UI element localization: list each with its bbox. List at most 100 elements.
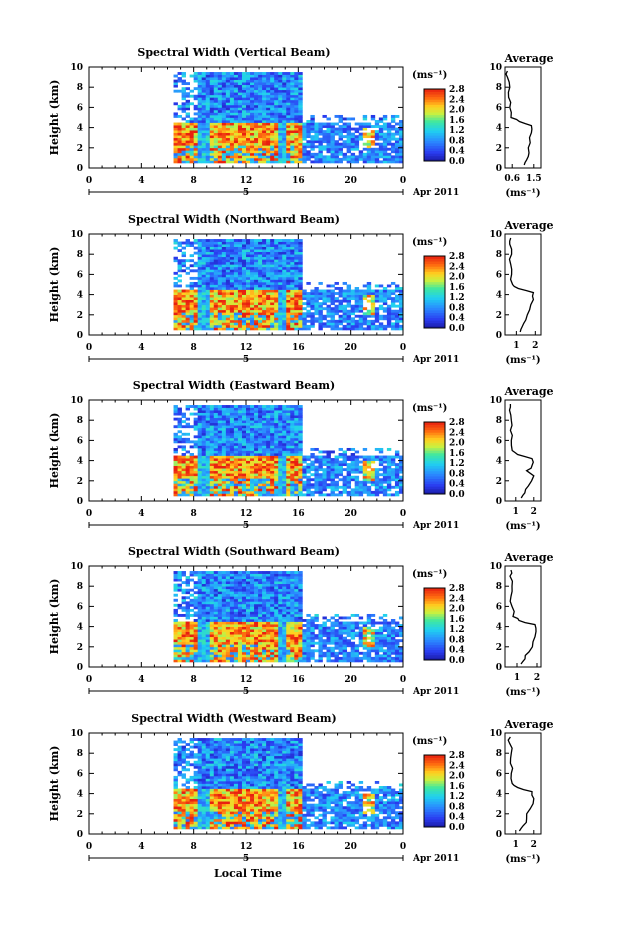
heatmap-cell <box>241 302 247 306</box>
heatmap-cell <box>294 297 299 301</box>
heatmap-cell <box>181 573 186 577</box>
heatmap-cell <box>193 573 199 577</box>
heatmap-cell <box>290 425 295 429</box>
heatmap-cell <box>318 302 323 306</box>
heatmap-cell <box>398 160 404 164</box>
heatmap-cell <box>209 109 215 113</box>
colorbar-tick-label: 2.4 <box>449 95 465 105</box>
heatmap-cell <box>250 259 255 263</box>
heatmap-cell <box>173 598 178 602</box>
average-y-tick-label: 10 <box>489 63 502 73</box>
heatmap-cell <box>246 107 251 111</box>
heatmap-cell <box>181 636 186 640</box>
heatmap-cell <box>258 483 263 487</box>
heatmap-cell <box>274 99 279 103</box>
heatmap-cell <box>294 160 299 164</box>
heatmap-cell <box>382 114 388 118</box>
heatmap-cell <box>286 319 291 323</box>
heatmap-cell <box>318 450 323 454</box>
heatmap-cell <box>213 276 219 280</box>
heatmap-cell <box>213 488 219 492</box>
heatmap-cell <box>173 142 178 146</box>
heatmap-cell <box>274 407 279 411</box>
heatmap-cell <box>394 453 400 456</box>
heatmap-cell <box>346 137 352 141</box>
heatmap-cell <box>189 132 195 136</box>
heatmap-cell <box>254 269 259 273</box>
heatmap-cell <box>233 109 239 113</box>
heatmap-cell <box>241 279 247 283</box>
heatmap-cell <box>366 292 372 295</box>
heatmap-cell <box>221 97 227 101</box>
heatmap-cell <box>173 259 178 263</box>
heatmap-cell <box>278 72 283 75</box>
heatmap-cell <box>254 137 259 141</box>
heatmap-cell <box>201 455 207 459</box>
heatmap-cell <box>233 259 239 263</box>
heatmap-cell <box>241 324 247 328</box>
heatmap-cell <box>205 79 211 83</box>
heatmap-cell <box>241 312 247 316</box>
heatmap-cell <box>294 465 299 469</box>
heatmap-cell <box>390 455 396 459</box>
heatmap-cell <box>181 261 186 265</box>
date-label: 5 <box>243 521 249 531</box>
heatmap-cell <box>205 435 211 439</box>
heatmap-cell <box>294 309 299 313</box>
y-tick-label: 0 <box>77 164 83 174</box>
heatmap-cell <box>233 72 239 75</box>
heatmap-cell <box>322 132 327 136</box>
heatmap-cell <box>185 417 190 421</box>
heatmap-cell <box>290 147 295 151</box>
heatmap-cell <box>217 473 223 477</box>
heatmap-cell <box>370 302 376 306</box>
heatmap-cell <box>270 122 275 126</box>
heatmap-cell <box>358 470 364 474</box>
colorbar-swatch <box>424 455 445 459</box>
heatmap-cell <box>189 624 195 627</box>
heatmap-cell <box>193 94 199 98</box>
heatmap-cell <box>217 104 223 108</box>
heatmap-cell <box>266 244 271 247</box>
heatmap-cell <box>189 485 195 489</box>
heatmap-cell <box>205 327 211 331</box>
heatmap-cell <box>322 114 327 118</box>
heatmap-cell <box>338 468 343 472</box>
heatmap-cell <box>282 256 287 260</box>
heatmap-cell <box>286 147 291 151</box>
heatmap-cell <box>374 490 380 494</box>
heatmap-cell <box>181 155 186 159</box>
heatmap-cell <box>334 145 339 149</box>
heatmap-cell <box>225 447 231 451</box>
heatmap-cell <box>258 463 263 467</box>
heatmap-cell <box>201 74 207 78</box>
heatmap-cell <box>217 289 223 293</box>
heatmap-cell <box>241 259 247 263</box>
heatmap-cell <box>294 135 299 139</box>
heatmap-cell <box>270 407 275 411</box>
heatmap-cell <box>370 478 376 482</box>
heatmap-cell <box>189 651 195 655</box>
heatmap-cell <box>318 488 323 492</box>
heatmap-cell <box>258 427 263 431</box>
heatmap-cell <box>282 89 287 93</box>
heatmap-cell <box>306 302 311 306</box>
heatmap-cell <box>282 137 287 141</box>
colorbar-swatch <box>424 107 445 110</box>
heatmap-cell <box>193 327 199 331</box>
heatmap-cell <box>193 135 199 139</box>
heatmap-cell <box>286 256 291 260</box>
heatmap-cell <box>250 82 255 86</box>
heatmap-cell <box>274 145 279 149</box>
heatmap-cell <box>262 289 267 293</box>
heatmap-cell <box>394 450 400 454</box>
heatmap-cell <box>298 125 303 128</box>
heatmap-cell <box>294 89 299 93</box>
colorbar-swatch <box>424 266 445 270</box>
heatmap-cell <box>398 317 404 321</box>
heatmap-cell <box>338 157 343 161</box>
heatmap-cell <box>386 322 392 326</box>
heatmap-cell <box>181 646 186 650</box>
heatmap-cell <box>350 135 356 139</box>
